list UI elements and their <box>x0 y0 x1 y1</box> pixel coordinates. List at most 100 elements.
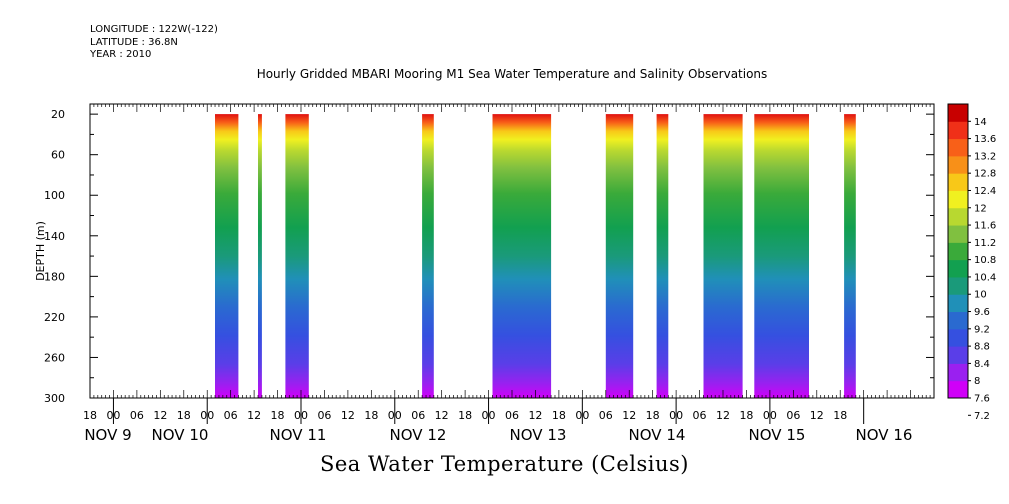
y-tick-label: 260 <box>44 351 65 364</box>
x-tick-label: 06 <box>693 409 707 422</box>
x-tick-label: 18 <box>552 409 566 422</box>
x-tick-label: 06 <box>505 409 519 422</box>
data-segment-3 <box>422 114 434 398</box>
x-tick-label: 18 <box>833 409 847 422</box>
data-segment-4 <box>492 114 552 398</box>
x-day-label: NOV 16 <box>856 426 913 444</box>
colorbar-label: 14 <box>974 117 987 128</box>
x-tick-label: 00 <box>763 409 777 422</box>
colorbar-label: 9.6 <box>974 307 990 318</box>
colorbar-frame <box>947 103 969 399</box>
longitude-label: LONGITUDE : 122W(-122) <box>90 24 218 35</box>
colorbar-label: 13.6 <box>974 134 996 145</box>
x-day-label: NOV 12 <box>390 426 447 444</box>
x-day-label: NOV 9 <box>84 426 131 444</box>
x-day-label: NOV 11 <box>270 426 327 444</box>
x-tick-label: 12 <box>435 409 449 422</box>
colorbar-cell <box>948 138 968 157</box>
colorbar-cell <box>948 380 968 399</box>
data-segments <box>215 114 856 398</box>
y-tick-label: 220 <box>44 311 65 324</box>
colorbar-label: 13.2 <box>974 151 996 162</box>
y-axis-label: DEPTH (m) <box>34 221 47 281</box>
colorbar-cell <box>948 259 968 278</box>
x-tick-label: 18 <box>177 409 191 422</box>
colorbar-cell <box>948 328 968 347</box>
colorbar-label: 11.6 <box>974 221 996 232</box>
colorbar-cell <box>948 190 968 209</box>
data-segment-6 <box>656 114 669 398</box>
y-tick-label: 60 <box>51 149 65 162</box>
x-day-label: NOV 14 <box>629 426 686 444</box>
colorbar-cell <box>948 363 968 382</box>
colorbar-cell <box>948 242 968 261</box>
x-tick-label: 18 <box>739 409 753 422</box>
x-tick-label: 12 <box>341 409 355 422</box>
x-tick-label: 00 <box>575 409 589 422</box>
data-segment-2 <box>285 114 309 398</box>
x-tick-label: 18 <box>83 409 97 422</box>
colorbar-cell <box>948 173 968 191</box>
data-segment-8 <box>754 114 809 398</box>
colorbar-label: 7.2 <box>974 411 990 422</box>
colorbar-label: 10 <box>974 290 987 301</box>
x-tick-label: 12 <box>716 409 730 422</box>
colorbar-label: 10.4 <box>974 272 996 283</box>
y-tick-label: 20 <box>51 108 65 121</box>
x-tick-label: 12 <box>528 409 542 422</box>
x-day-label: NOV 15 <box>749 426 806 444</box>
x-tick-label: 12 <box>247 409 261 422</box>
data-segment-7 <box>703 114 743 398</box>
x-tick-label: 18 <box>458 409 472 422</box>
colorbar-cell <box>948 121 968 140</box>
x-tick-label: 12 <box>153 409 167 422</box>
x-tick-label: 18 <box>364 409 378 422</box>
latitude-label: LATITUDE : 36.8N <box>90 36 178 48</box>
colorbar-cell <box>948 155 968 174</box>
x-tick-label: 18 <box>646 409 660 422</box>
colorbar: 14 13.6 13.2 12.8 12.4 12 11.6 11.2 10.8 10.4 10 9.… <box>947 103 996 422</box>
x-day-label: NOV 10 <box>152 426 209 444</box>
variable-label: Sea Water Temperature (Celsius) <box>319 452 689 476</box>
data-segment-9 <box>844 114 856 398</box>
colorbar-label: 9.2 <box>974 324 990 335</box>
colorbar-label: 8.4 <box>974 359 990 370</box>
x-day-label: NOV 13 <box>510 426 567 444</box>
colorbar-label: 12 <box>974 203 987 214</box>
x-tick-label: 06 <box>599 409 613 422</box>
x-tick-label: 00 <box>106 409 120 422</box>
x-tick-label: 12 <box>810 409 824 422</box>
x-tick-label: 06 <box>786 409 800 422</box>
x-tick-label: 12 <box>622 409 636 422</box>
x-tick-label: 06 <box>130 409 144 422</box>
x-tick-label: 06 <box>224 409 238 422</box>
x-tick-label: 00 <box>200 409 214 422</box>
x-tick-label: 00 <box>388 409 402 422</box>
y-tick-label: 100 <box>44 189 65 202</box>
colorbar-label: 8.8 <box>974 342 990 353</box>
colorbar-cell <box>948 225 968 243</box>
y-tick-label: 180 <box>44 270 65 283</box>
colorbar-label: 11.2 <box>974 238 996 249</box>
colorbar-label: 7.6 <box>974 394 990 405</box>
x-tick-label: 00 <box>294 409 308 422</box>
colorbar-label: 12.4 <box>974 186 996 197</box>
y-tick-label: 300 <box>44 392 65 405</box>
metadata-block: LONGITUDE : 122W(-122) LATITUDE : 36.8N … <box>90 24 218 62</box>
data-segment-0 <box>215 114 239 398</box>
colorbar-label: 12.8 <box>974 169 996 180</box>
chart-title: Hourly Gridded MBARI Mooring M1 Sea Wate… <box>256 67 768 81</box>
data-segment-5 <box>605 114 634 398</box>
colorbar-cell <box>948 207 968 226</box>
colorbar-label: 8 <box>974 376 980 387</box>
colorbar-cell <box>948 294 968 313</box>
y-tick-label: 140 <box>44 230 65 243</box>
colorbar-cell <box>948 104 968 122</box>
colorbar-cell <box>948 276 968 295</box>
x-tick-label: 00 <box>669 409 683 422</box>
data-segment-1 <box>258 114 262 398</box>
x-tick-label: 00 <box>482 409 496 422</box>
axes: 20 60 100 140 180 220 260 300 DEPTH (m) 18 00 06 12 1… <box>34 103 935 444</box>
colorbar-cell <box>948 346 968 364</box>
